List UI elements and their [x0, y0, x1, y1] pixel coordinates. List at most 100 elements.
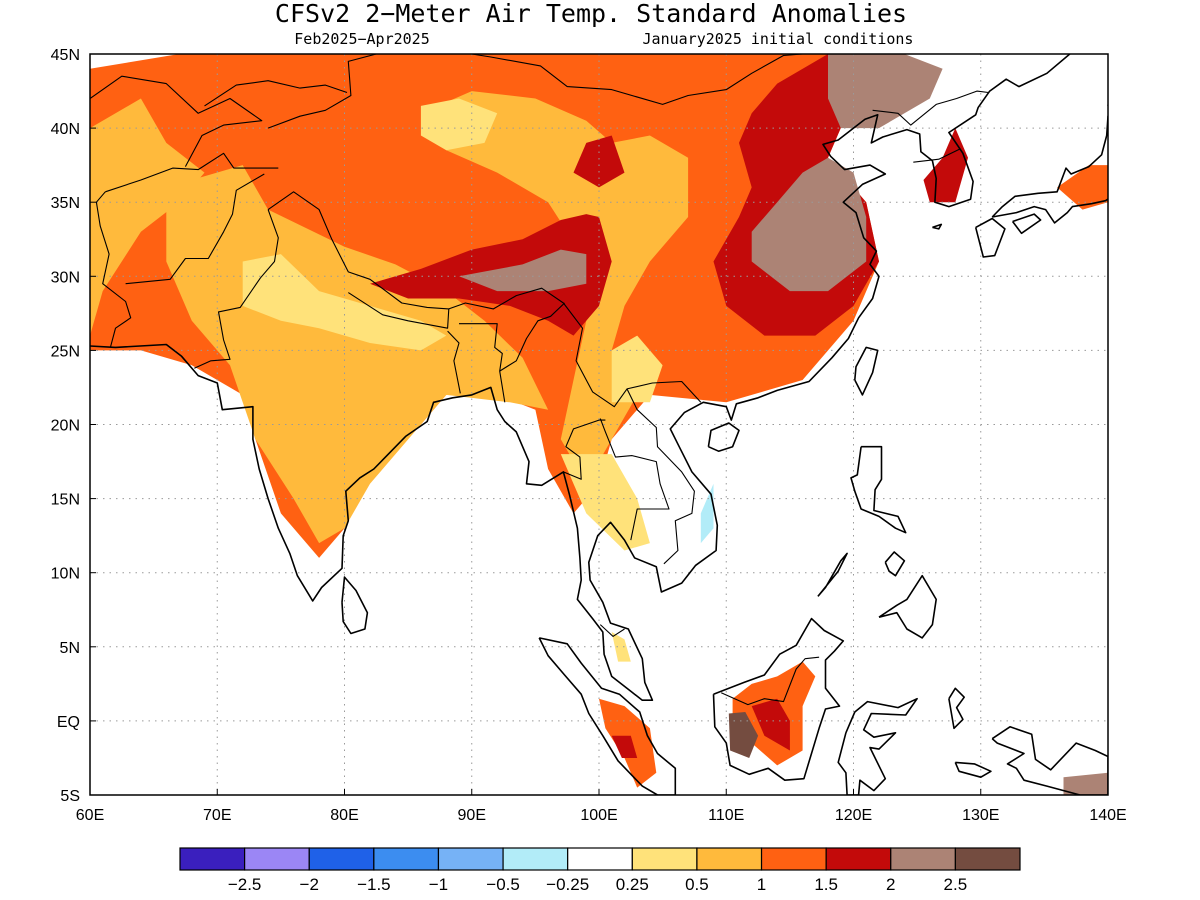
lat-tick-label: 40N — [51, 121, 80, 138]
colorbar: −2.5 −2 −1.5 −1 −0.5 −0.25 0.25 0.5 1 1.5 2 2.5 — [179, 847, 1021, 894]
colorbar-swatch — [308, 847, 375, 871]
border-india-pakistan — [194, 209, 279, 369]
colorbar-swatch — [502, 847, 569, 871]
lon-tick-label: 90E — [458, 807, 486, 824]
colorbar-swatch — [179, 847, 246, 871]
lon-tick-label: 140E — [1089, 807, 1126, 824]
colorbar-swatch — [437, 847, 504, 871]
anomaly-region-7 — [560, 454, 650, 551]
border-central-asia — [90, 75, 263, 167]
colorbar-swatch — [244, 847, 310, 871]
colorbar-label: −2 — [300, 875, 319, 894]
anomaly-region-12 — [751, 157, 867, 292]
colorbar-label: 1.5 — [814, 875, 838, 894]
lon-tick-label: 130E — [962, 807, 999, 824]
coastline-layer — [90, 54, 1108, 795]
border-pakistan-iran — [95, 191, 132, 348]
coastline-seram — [954, 761, 992, 779]
lat-tick-label: 20N — [51, 418, 80, 435]
lat-tick-label: 30N — [51, 269, 80, 286]
period-label: Feb2025−Apr2025 — [294, 30, 429, 48]
border-mongolia-south — [471, 54, 803, 105]
border-laos-thailand — [599, 418, 670, 541]
border-china-korea — [872, 90, 989, 126]
border-afghanistan-pak — [105, 152, 279, 193]
colorbar-label: 0.5 — [685, 875, 709, 894]
coastline-sulawesi — [837, 697, 918, 795]
anomaly-region-14 — [700, 483, 714, 544]
lat-tick-label: 15N — [51, 492, 80, 509]
border-borneo-split — [720, 656, 820, 706]
lat-tick-label: 25N — [51, 343, 80, 360]
colorbar-swatch — [825, 847, 892, 871]
coastline-mindanao — [878, 574, 938, 639]
colorbar-label: 0.25 — [616, 875, 649, 894]
anomaly-region-4 — [420, 98, 498, 151]
coastline-halmahera — [948, 687, 966, 730]
lon-tick-label: 100E — [580, 807, 617, 824]
lat-tick-label: 35N — [51, 195, 80, 212]
anomaly-region-10 — [573, 135, 625, 188]
anomaly-region-6 — [611, 335, 663, 403]
initial-conditions-label: January2025 initial conditions — [643, 30, 914, 48]
border-nepal-south — [348, 292, 450, 329]
colorbar-label: −0.5 — [486, 875, 520, 894]
colorbar-label: 2.5 — [944, 875, 968, 894]
coastline-sri-lanka — [341, 576, 369, 635]
border-bhutan-bangladesh — [459, 323, 506, 403]
colorbar-swatch — [890, 847, 956, 871]
border-china-mongolia — [267, 54, 377, 129]
map-plot-area — [90, 54, 1108, 795]
lat-tick-label: 10N — [51, 566, 80, 583]
coastline-jeju — [932, 223, 943, 230]
border-laos-vietnam — [626, 388, 695, 565]
border-pak-afghan-south — [125, 173, 265, 285]
colorbar-swatch — [696, 847, 763, 871]
anomaly-region-22 — [611, 632, 631, 662]
anomaly-region-17 — [728, 712, 759, 758]
colorbar-label: −1.5 — [357, 875, 391, 894]
colorbar-swatch — [954, 847, 1021, 871]
axis-labels: 60E 70E 80E 90E 100E 110E 120E 130E 140E 45N 40N 35… — [51, 47, 1127, 824]
colorbar-swatch — [760, 847, 827, 871]
anomaly-region-21 — [923, 128, 968, 203]
colorbar-label: 1 — [757, 875, 766, 894]
lat-tick-label: EQ — [57, 714, 80, 731]
colorbar-label: −0.25 — [546, 875, 589, 894]
coastline-palawan — [817, 552, 848, 597]
border-himalaya-border — [267, 191, 702, 408]
border-malaysia-thai — [599, 624, 625, 637]
lat-tick-label: 5N — [60, 640, 80, 657]
coastline-taiwan — [854, 346, 879, 396]
colorbar-swatch — [631, 847, 698, 871]
colorbar-label: −2.5 — [228, 875, 262, 894]
colorbar-label: −1 — [429, 875, 448, 894]
anomaly-region-13 — [828, 54, 943, 129]
colorbar-swatch — [373, 847, 440, 871]
coastline-kyushu — [974, 217, 1006, 258]
lon-tick-label: 110E — [708, 807, 744, 824]
anomaly-region-1 — [90, 98, 205, 336]
anomaly-region-19 — [611, 735, 638, 758]
coastline-visayas — [884, 551, 906, 577]
colorbar-swatch — [567, 847, 633, 871]
coastline-hainan — [707, 422, 740, 453]
border-bangladesh-west — [447, 330, 461, 394]
anomaly-region-23 — [1063, 772, 1108, 795]
anomaly-fill-layer — [90, 54, 1108, 795]
border-myanmar-india — [499, 302, 565, 372]
coastline-luzon — [850, 445, 907, 534]
lon-tick-label: 60E — [76, 807, 104, 824]
figure-title: CFSv2 2−Meter Air Temp. Standard Anomali… — [275, 0, 907, 28]
anomaly-region-11 — [459, 249, 587, 292]
coastline-hokkaido — [1107, 101, 1108, 106]
coastline-honshu — [991, 115, 1108, 224]
colorbar-label: 2 — [886, 875, 895, 894]
lat-tick-label: 45N — [51, 47, 80, 64]
border-korea-dmz — [913, 148, 961, 163]
lon-tick-label: 70E — [203, 807, 231, 824]
border-myanmar-thailand — [563, 419, 606, 480]
lon-tick-label: 120E — [835, 807, 872, 824]
coastline-shikoku — [1011, 213, 1042, 235]
